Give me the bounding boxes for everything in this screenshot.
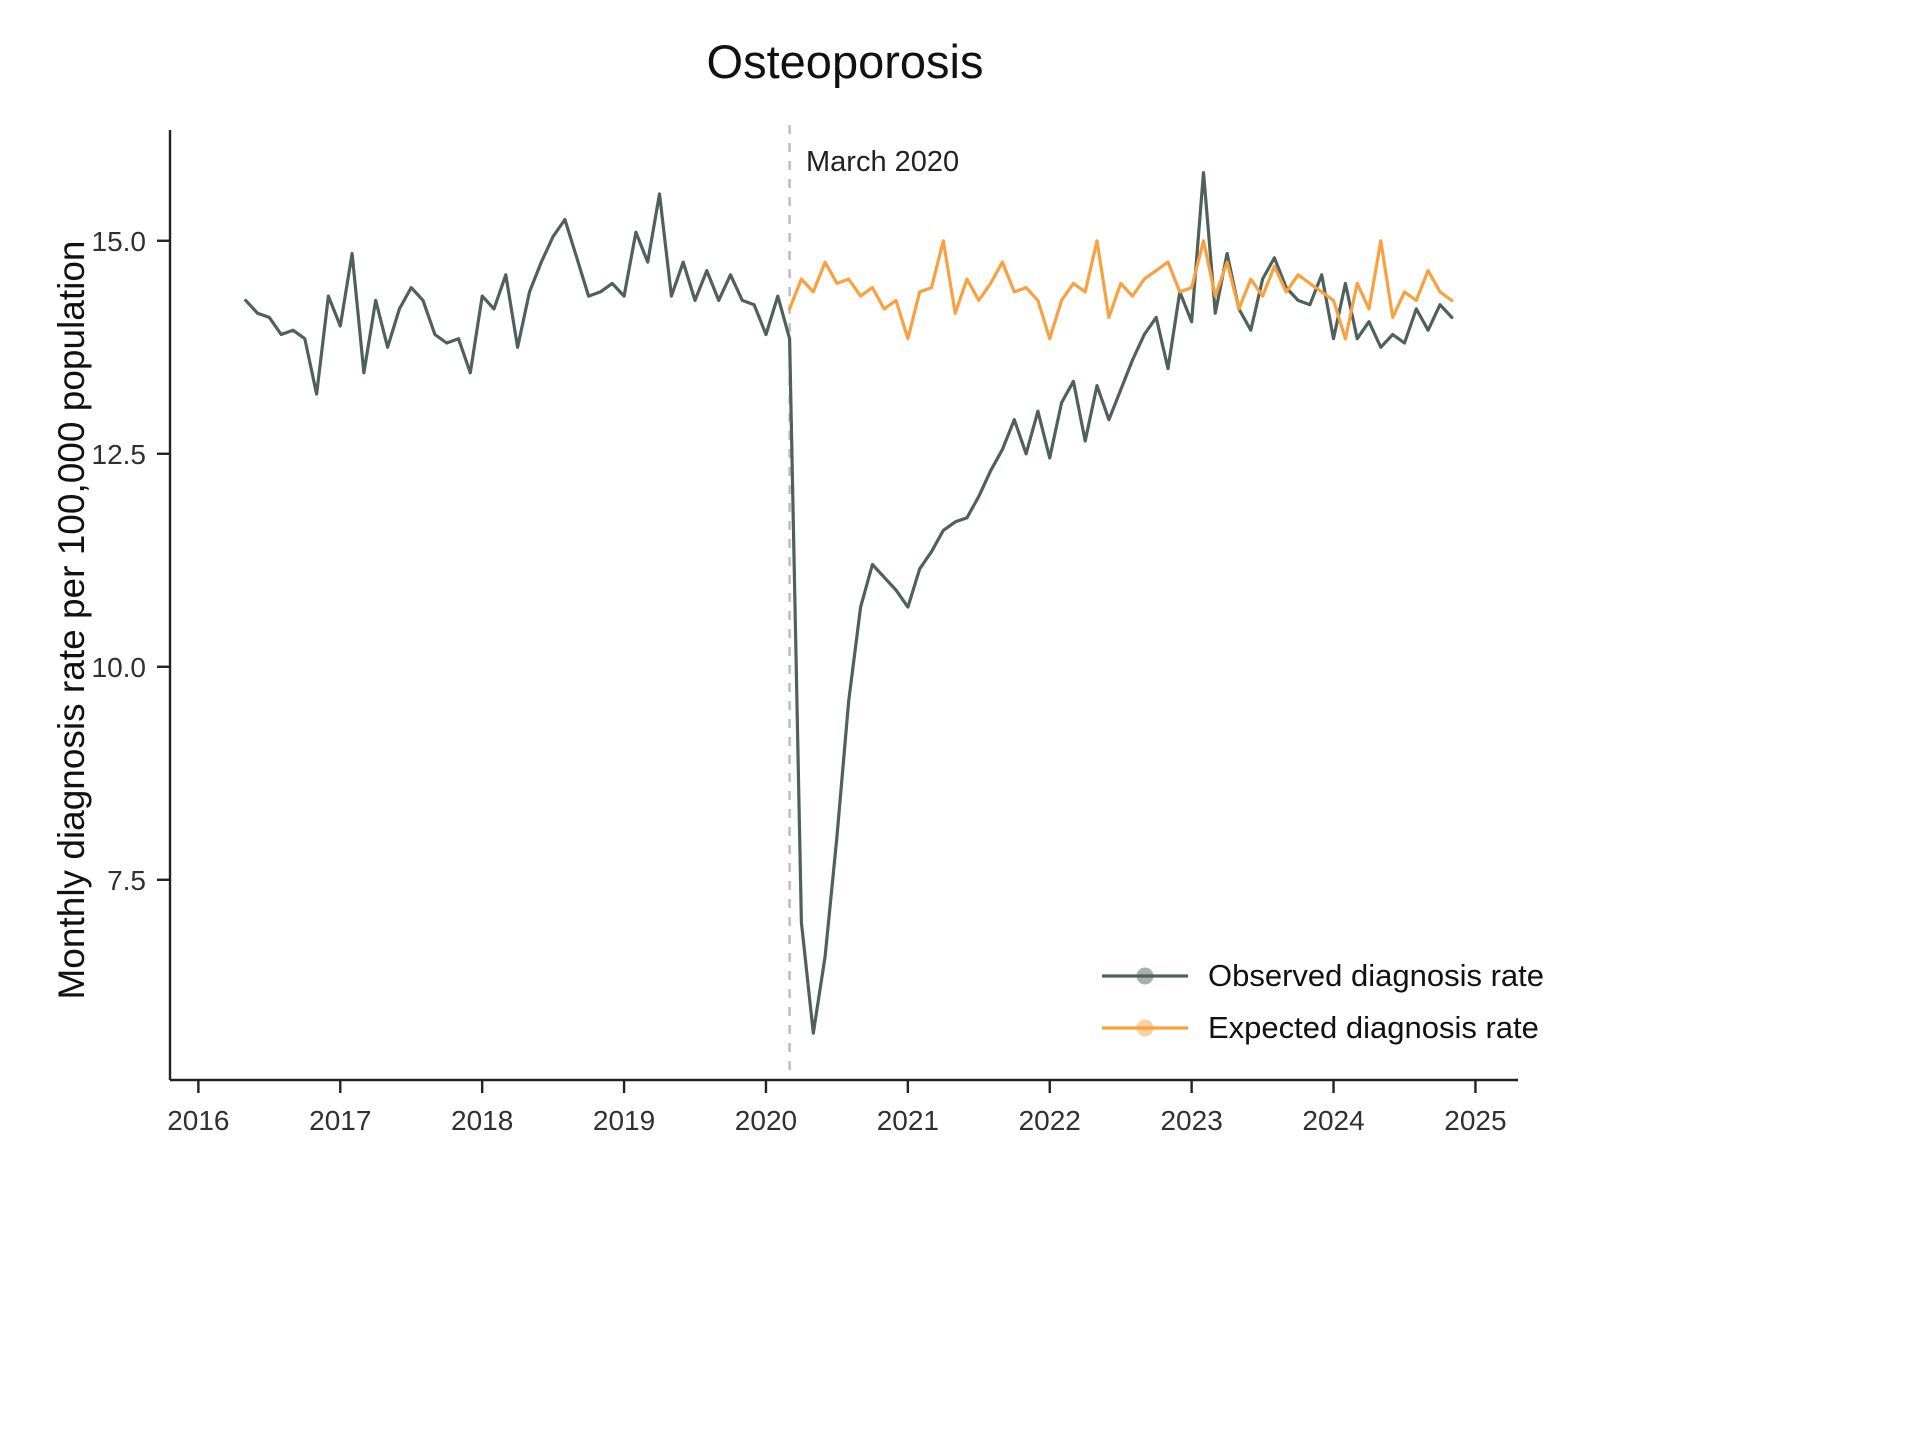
x-tick-label: 2016 [167,1105,229,1136]
y-tick-label: 15.0 [92,226,147,257]
legend-item-observed: Observed diagnosis rate [1100,958,1544,994]
x-tick-label: 2020 [735,1105,797,1136]
y-tick-label: 12.5 [92,439,147,470]
x-tick-label: 2024 [1302,1105,1364,1136]
x-tick-label: 2023 [1160,1105,1222,1136]
legend-item-expected: Expected diagnosis rate [1100,1010,1544,1046]
observed-key-marker-icon [1136,967,1154,985]
y-tick-label: 10.0 [92,652,147,683]
chart-title: Osteoporosis [706,35,984,88]
y-tick-label: 7.5 [107,865,146,896]
march-2020-annotation: March 2020 [806,146,960,178]
x-tick-label: 2022 [1019,1105,1081,1136]
legend-label-expected: Expected diagnosis rate [1208,1010,1539,1045]
series-line-observed [244,171,1454,1035]
x-tick-label: 2019 [593,1105,655,1136]
legend: Observed diagnosis rate Expected diagnos… [1100,958,1544,1046]
expected-line-key-icon [1102,1019,1188,1037]
x-tick-label: 2021 [877,1105,939,1136]
series-line-expected [787,239,1454,341]
expected-key-marker-icon [1136,1019,1154,1037]
legend-label-observed: Observed diagnosis rate [1208,958,1545,993]
observed-line-key-icon [1102,967,1188,985]
x-tick-label: 2018 [451,1105,513,1136]
x-tick-label: 2017 [309,1105,371,1136]
x-tick-label: 2025 [1444,1105,1506,1136]
